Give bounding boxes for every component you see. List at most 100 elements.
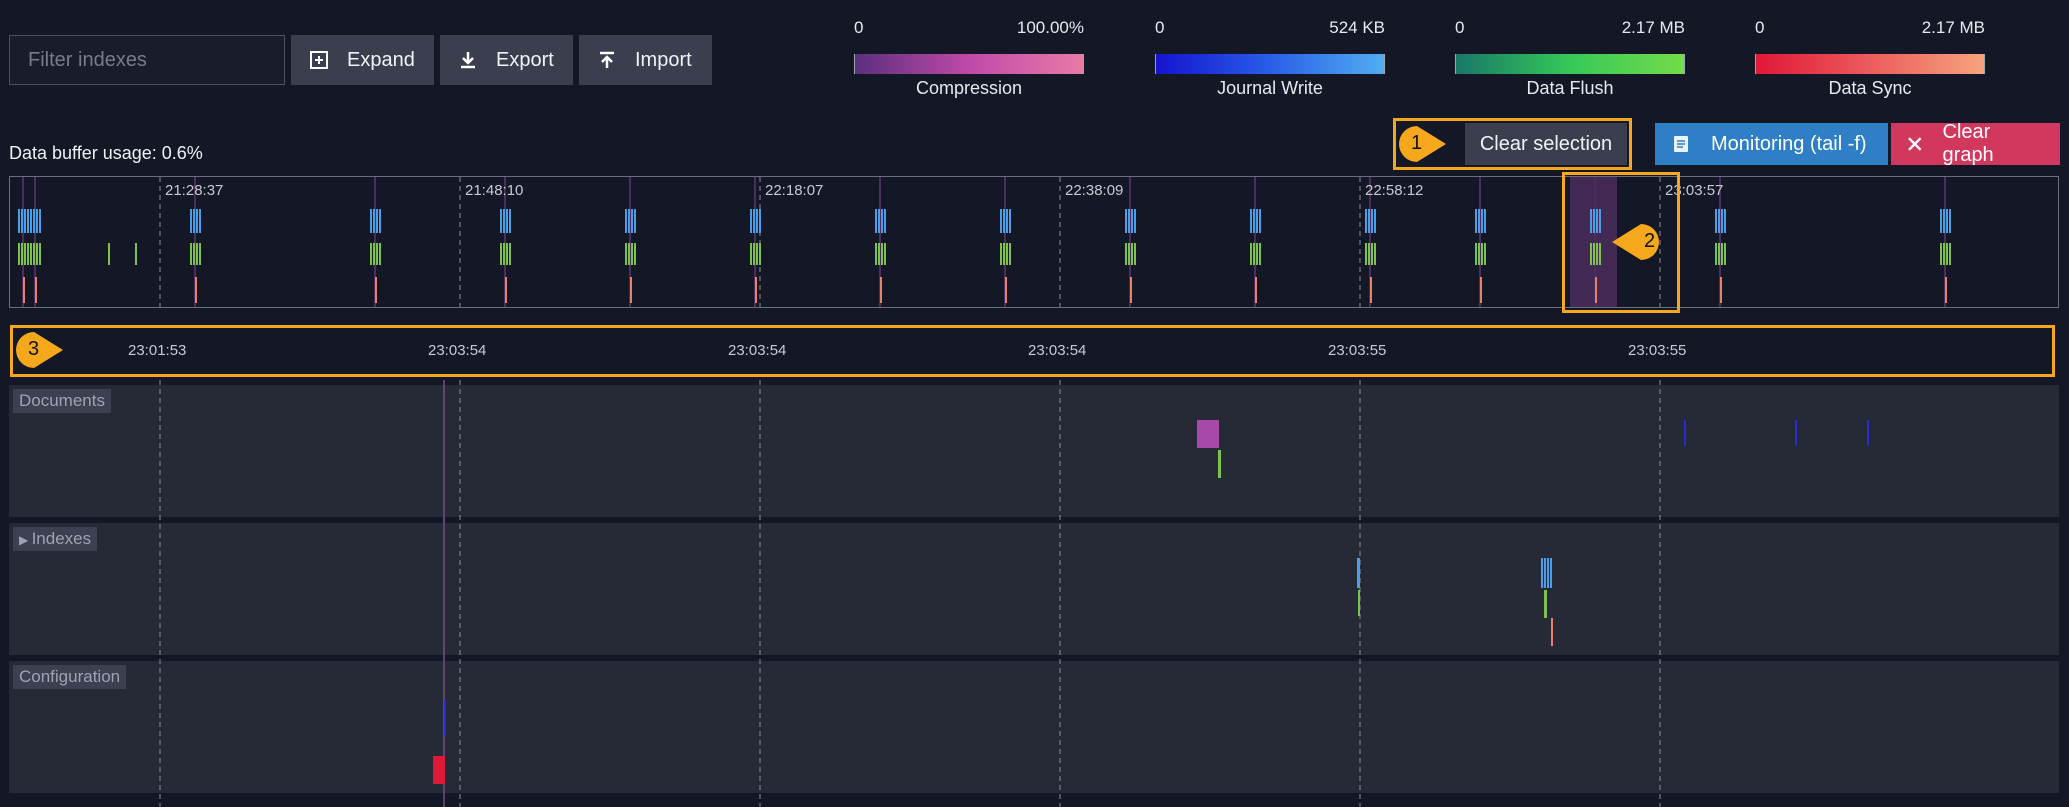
overview-flush-mark (1484, 243, 1486, 265)
overview-svg (18, 177, 1951, 307)
overview-journal-mark (1250, 209, 1252, 233)
overview-journal-mark (1721, 209, 1723, 233)
overview-flush-mark (1253, 243, 1255, 265)
overview-sync-mark (1255, 277, 1257, 303)
overview-sync-mark (630, 277, 632, 303)
detail-tick-label: 23:03:54 (728, 342, 787, 359)
clear-selection-label: Clear selection (1479, 132, 1613, 155)
overview-journal-mark (376, 209, 378, 233)
overview-flush-mark (1718, 243, 1720, 265)
expand-icon (310, 51, 328, 69)
overview-tick-label: 22:58:12 (1365, 182, 1424, 199)
legend-min: 0 (854, 18, 864, 37)
export-button[interactable]: Export (440, 35, 573, 85)
overview-journal-mark (1259, 209, 1261, 233)
overview-tick-label: 22:18:07 (765, 182, 824, 199)
detail-tick-label: 23:03:54 (428, 342, 487, 359)
overview-journal-mark (634, 209, 636, 233)
overview-journal-mark (1374, 209, 1376, 233)
overview-journal-mark (1599, 209, 1601, 233)
import-button[interactable]: Import (579, 35, 712, 85)
overview-flush-mark (1721, 243, 1723, 265)
indexes-journal-mark (1541, 558, 1543, 588)
filter-indexes-input[interactable] (9, 35, 285, 85)
legend-min: 0 (1455, 18, 1465, 37)
lane-documents: Documents (9, 385, 2059, 517)
overview-journal-mark (1949, 209, 1951, 233)
overview-flush-mark (1259, 243, 1261, 265)
overview-sync-mark (755, 277, 757, 303)
overview-flush-mark (881, 243, 883, 265)
overview-journal-mark (196, 209, 198, 233)
overview-flush-mark (1006, 243, 1008, 265)
overview-sync-mark (1005, 277, 1007, 303)
lane-label: Configuration (13, 665, 127, 689)
overview-journal-mark (1368, 209, 1370, 233)
legend-max: 2.17 MB (1621, 18, 1685, 37)
lane-label-indexes[interactable]: ▶ Indexes (13, 527, 98, 551)
overview-sync-mark (505, 277, 507, 303)
export-label: Export (496, 48, 554, 71)
documents-flush-mark (1218, 450, 1221, 478)
overview-journal-mark (875, 209, 877, 233)
overview-journal-mark (1484, 209, 1486, 233)
overview-journal-mark (199, 209, 201, 233)
overview-flush-mark (33, 243, 35, 265)
overview-journal-mark (1125, 209, 1127, 233)
overview-journal-mark (1256, 209, 1258, 233)
legend-min: 0 (1155, 18, 1165, 37)
callout-badge-3: 3 (15, 331, 65, 369)
overview-journal-mark (373, 209, 375, 233)
overview-journal-mark (370, 209, 372, 233)
detail-tick-label: 23:03:54 (1028, 342, 1087, 359)
overview-flush-mark (506, 243, 508, 265)
overview-flush-mark (1009, 243, 1011, 265)
overview-sync-mark (1720, 277, 1722, 303)
overview-journal-mark (190, 209, 192, 233)
callout-badge-2 (1610, 223, 1660, 261)
overview-flush-mark (1371, 243, 1373, 265)
legend-max: 100.00% (1016, 18, 1084, 37)
overview-journal-mark (1940, 209, 1942, 233)
overview-flush-mark (756, 243, 758, 265)
legend-name: Journal Write (1217, 78, 1323, 98)
clear-graph-button[interactable]: Clear graph (1891, 121, 2060, 166)
overview-timeline[interactable]: 21:28:37 21:48:10 22:18:07 22:38:09 22:5… (9, 176, 2059, 308)
overview-journal-mark (27, 209, 29, 233)
overview-journal-mark (1134, 209, 1136, 233)
callout-badge-1: 1 (1398, 125, 1448, 163)
clear-graph-label: Clear graph (1942, 121, 1994, 166)
highlight-box-2 (1562, 172, 1680, 313)
overview-tick-label: 21:48:10 (465, 182, 524, 199)
overview-journal-mark (193, 209, 195, 233)
overview-flush-mark (30, 243, 32, 265)
overview-journal-mark (750, 209, 752, 233)
monitoring-button[interactable]: Monitoring (tail -f) (1655, 123, 1888, 165)
overview-journal-mark (500, 209, 502, 233)
overview-journal-mark (1003, 209, 1005, 233)
expand-button[interactable]: Expand (291, 35, 434, 85)
overview-flush-mark (759, 243, 761, 265)
overview-journal-mark (1946, 209, 1948, 233)
overview-journal-mark (881, 209, 883, 233)
overview-flush-mark (39, 243, 41, 265)
overview-flush-mark (1000, 243, 1002, 265)
overview-flush-mark (193, 243, 195, 265)
overview-flush-mark (370, 243, 372, 265)
overview-flush-mark (379, 243, 381, 265)
overview-flush-mark (1003, 243, 1005, 265)
legend-name: Data Sync (1828, 78, 1912, 98)
overview-flush-mark (1134, 243, 1136, 265)
overview-flush-mark (1374, 243, 1376, 265)
configuration-journal-mark (444, 700, 446, 736)
callout-number: 1 (1411, 132, 1423, 154)
callout-number: 2 (1644, 230, 1656, 252)
lane-label-text: Indexes (31, 529, 92, 548)
overview-journal-mark (24, 209, 26, 233)
monitoring-label: Monitoring (tail -f) (1711, 132, 1867, 155)
overview-journal-mark (36, 209, 38, 233)
clear-selection-button[interactable]: Clear selection (1465, 123, 1627, 165)
overview-journal-mark (503, 209, 505, 233)
overview-journal-mark (1475, 209, 1477, 233)
overview-journal-mark (884, 209, 886, 233)
